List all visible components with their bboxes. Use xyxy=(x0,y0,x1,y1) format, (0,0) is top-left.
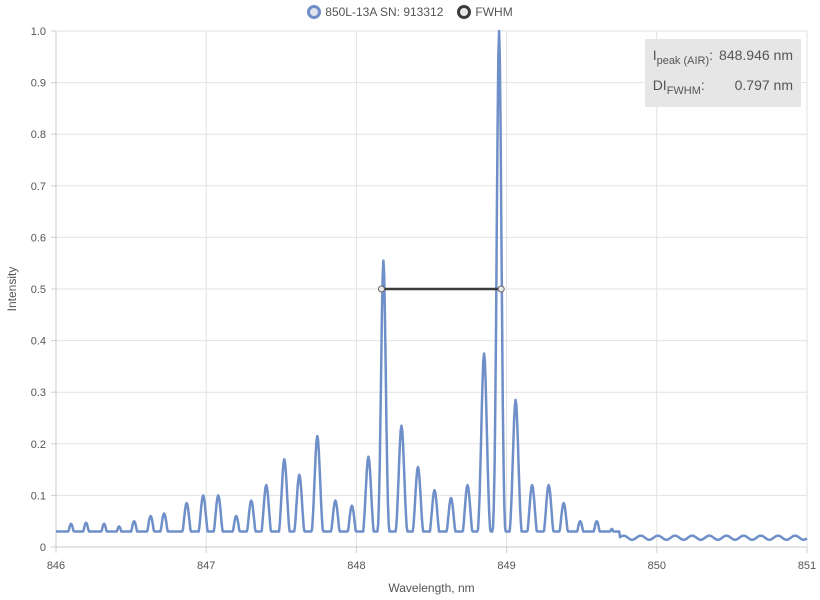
x-axis-title: Wavelength, nm xyxy=(388,581,474,595)
fwhm-row: DIFWHM: 0.797 nm xyxy=(653,73,793,103)
spectrum-line xyxy=(55,29,808,542)
peak-label: Ipeak (AIR): xyxy=(652,47,714,67)
y-tick-label: 0.3 xyxy=(31,387,46,399)
fwhm-value: 0.797 nm xyxy=(734,76,793,93)
y-tick-label: 0.6 xyxy=(31,232,46,244)
legend-item-fwhm[interactable]: FWHM xyxy=(457,5,513,19)
y-tick-label: 1.0 xyxy=(31,26,46,38)
legend-label-fwhm: FWHM xyxy=(475,5,513,19)
y-tick-label: 0.1 xyxy=(31,490,46,502)
x-tick-label: 850 xyxy=(648,560,666,572)
peak-info-box: Ipeak (AIR): 848.946 nm DIFWHM: 0.797 nm xyxy=(644,39,801,107)
peak-row: Ipeak (AIR): 848.946 nm xyxy=(653,43,793,73)
fwhm-point xyxy=(497,285,505,293)
x-tick-label: 851 xyxy=(798,560,816,572)
x-tick-label: 846 xyxy=(47,560,65,572)
x-tick-label: 847 xyxy=(197,560,215,572)
legend-swatch-spectrum xyxy=(307,5,322,19)
y-tick-label: 0.7 xyxy=(31,181,46,193)
chart-legend: 850L-13A SN: 913312 FWHM xyxy=(0,5,820,19)
legend-swatch-fwhm xyxy=(457,5,472,19)
legend-label-spectrum: 850L-13A SN: 913312 xyxy=(325,5,444,19)
legend-item-spectrum[interactable]: 850L-13A SN: 913312 xyxy=(307,5,443,19)
y-tick-label: 0.2 xyxy=(31,439,46,451)
y-tick-label: 0.5 xyxy=(31,284,46,296)
fwhm-point xyxy=(377,285,385,293)
y-tick-label: 0 xyxy=(40,542,46,554)
x-tick-label: 849 xyxy=(497,560,515,572)
y-tick-label: 0.8 xyxy=(31,129,46,141)
x-tick-label: 848 xyxy=(347,560,365,572)
y-tick-label: 0.4 xyxy=(31,336,46,348)
y-tick-label: 0.9 xyxy=(31,78,46,90)
fwhm-label: DIFWHM: xyxy=(652,76,705,97)
peak-value: 848.946 nm xyxy=(719,47,793,63)
y-axis-title: Intensity xyxy=(5,267,19,312)
